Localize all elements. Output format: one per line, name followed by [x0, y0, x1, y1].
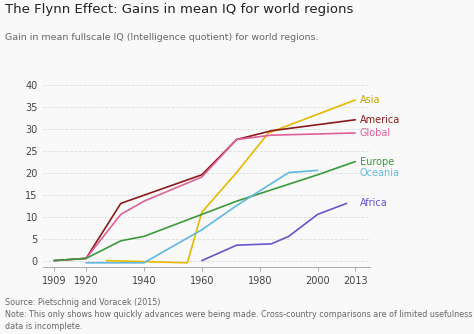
Text: The Flynn Effect: Gains in mean IQ for world regions: The Flynn Effect: Gains in mean IQ for w… — [5, 3, 353, 16]
Text: Global: Global — [360, 128, 391, 138]
Text: Europe: Europe — [360, 157, 394, 167]
Text: America: America — [360, 115, 400, 125]
Text: Oceania: Oceania — [360, 168, 400, 178]
Text: Asia: Asia — [360, 95, 380, 105]
Text: Source: Pietschnig and Voracek (2015)
Note: This only shows how quickly advances: Source: Pietschnig and Voracek (2015) No… — [5, 298, 474, 331]
Text: Gain in mean fullscale IQ (Intelligence quotient) for world regions.: Gain in mean fullscale IQ (Intelligence … — [5, 33, 318, 42]
Text: Africa: Africa — [360, 198, 387, 208]
